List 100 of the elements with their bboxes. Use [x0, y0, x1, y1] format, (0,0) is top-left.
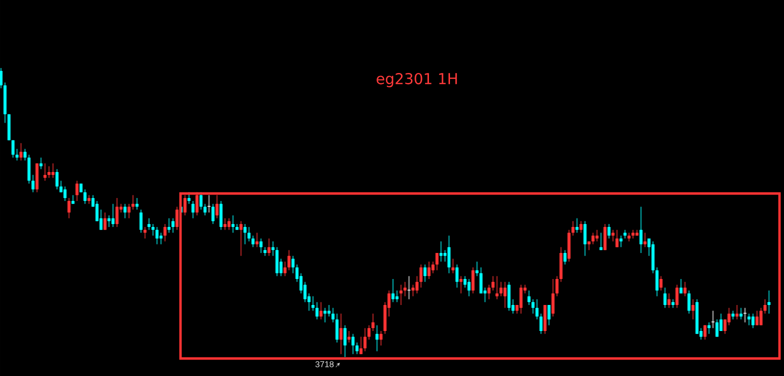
candlestick [495, 276, 499, 300]
candlestick [27, 154, 31, 184]
candlestick [611, 229, 615, 242]
candlestick [375, 324, 379, 352]
candlestick [491, 276, 495, 291]
candlestick [251, 235, 255, 248]
candlestick [167, 218, 171, 234]
candlestick [183, 194, 187, 216]
candlestick [291, 256, 295, 274]
candlestick [739, 308, 743, 320]
candlestick [631, 229, 635, 239]
candlestick [163, 224, 167, 242]
candlestick [531, 298, 535, 314]
candlestick [639, 206, 643, 254]
candlestick [47, 166, 51, 178]
candlestick [263, 246, 267, 256]
candlestick [319, 302, 323, 320]
candlestick [423, 264, 427, 282]
candlestick [255, 232, 259, 248]
candlestick [31, 174, 35, 193]
candlestick [587, 241, 591, 250]
candlestick [171, 218, 175, 234]
candlestick [471, 267, 475, 294]
candlestick [359, 336, 363, 354]
candlestick [287, 250, 291, 271]
candlestick [691, 298, 695, 320]
candlestick [391, 278, 395, 302]
candlestick [399, 284, 403, 306]
candlestick [547, 304, 551, 326]
candlestick [607, 224, 611, 239]
candlestick [655, 267, 659, 297]
candlestick [415, 276, 419, 294]
candlestick [447, 235, 451, 274]
candlestick [763, 298, 767, 314]
candlestick [267, 238, 271, 256]
candlestick [431, 261, 435, 274]
candlestick [435, 252, 439, 271]
candlestick [147, 218, 151, 230]
candlestick [575, 218, 579, 234]
candlestick [0, 68, 3, 89]
candlestick [411, 284, 415, 297]
candlestick [603, 224, 607, 250]
candlestick [467, 278, 471, 297]
candlestick [707, 322, 711, 334]
candlestick [271, 241, 275, 256]
candlestick [539, 313, 543, 334]
candlestick [487, 284, 491, 300]
candlestick [159, 232, 163, 245]
candlestick [343, 324, 347, 358]
candlestick [111, 203, 115, 228]
candlestick [243, 224, 247, 245]
candlestick [55, 168, 59, 190]
candlestick [663, 287, 667, 308]
candlestick [659, 276, 663, 291]
candlestick [355, 342, 359, 354]
candlestick [667, 293, 671, 308]
candlestick [155, 226, 159, 245]
candlestick [759, 308, 763, 326]
candlestick [83, 189, 87, 204]
candlestick [455, 264, 459, 288]
candlestick [715, 319, 719, 338]
candlestick [11, 140, 15, 158]
candlestick [527, 290, 531, 306]
candlestick [51, 163, 55, 178]
candlestick [599, 232, 603, 250]
candlestick [191, 200, 195, 219]
candlestick [583, 220, 587, 256]
candlestick [615, 229, 619, 248]
candlestick [755, 310, 759, 326]
candlestick [451, 258, 455, 274]
candlestick [379, 330, 383, 346]
candlestick [199, 192, 203, 210]
text: 3718 [315, 361, 334, 368]
candlestick [23, 148, 27, 161]
candlestick [619, 235, 623, 248]
candlestick [151, 224, 155, 236]
candlestick [311, 296, 315, 312]
candlestick [139, 209, 143, 234]
candlestick [71, 194, 75, 204]
candlestick [463, 276, 467, 288]
candlestick [519, 284, 523, 314]
candlestick [671, 298, 675, 308]
candlestick [363, 328, 367, 352]
candlestick [115, 198, 119, 228]
candlestick [259, 238, 263, 254]
candlestick [751, 313, 755, 328]
candlestick [687, 290, 691, 314]
candlestick [403, 282, 407, 297]
candlestick [371, 313, 375, 332]
candlestick [679, 278, 683, 294]
candlestick [219, 200, 223, 230]
candlestick [503, 282, 507, 308]
candlestick [247, 226, 251, 242]
candlestick [419, 264, 423, 288]
candlestick [499, 282, 503, 297]
chart-title: eg2301 1H [376, 72, 457, 88]
candlestick [675, 284, 679, 308]
candlestick [595, 229, 599, 242]
candlestick [767, 290, 771, 314]
candlestick [275, 246, 279, 276]
